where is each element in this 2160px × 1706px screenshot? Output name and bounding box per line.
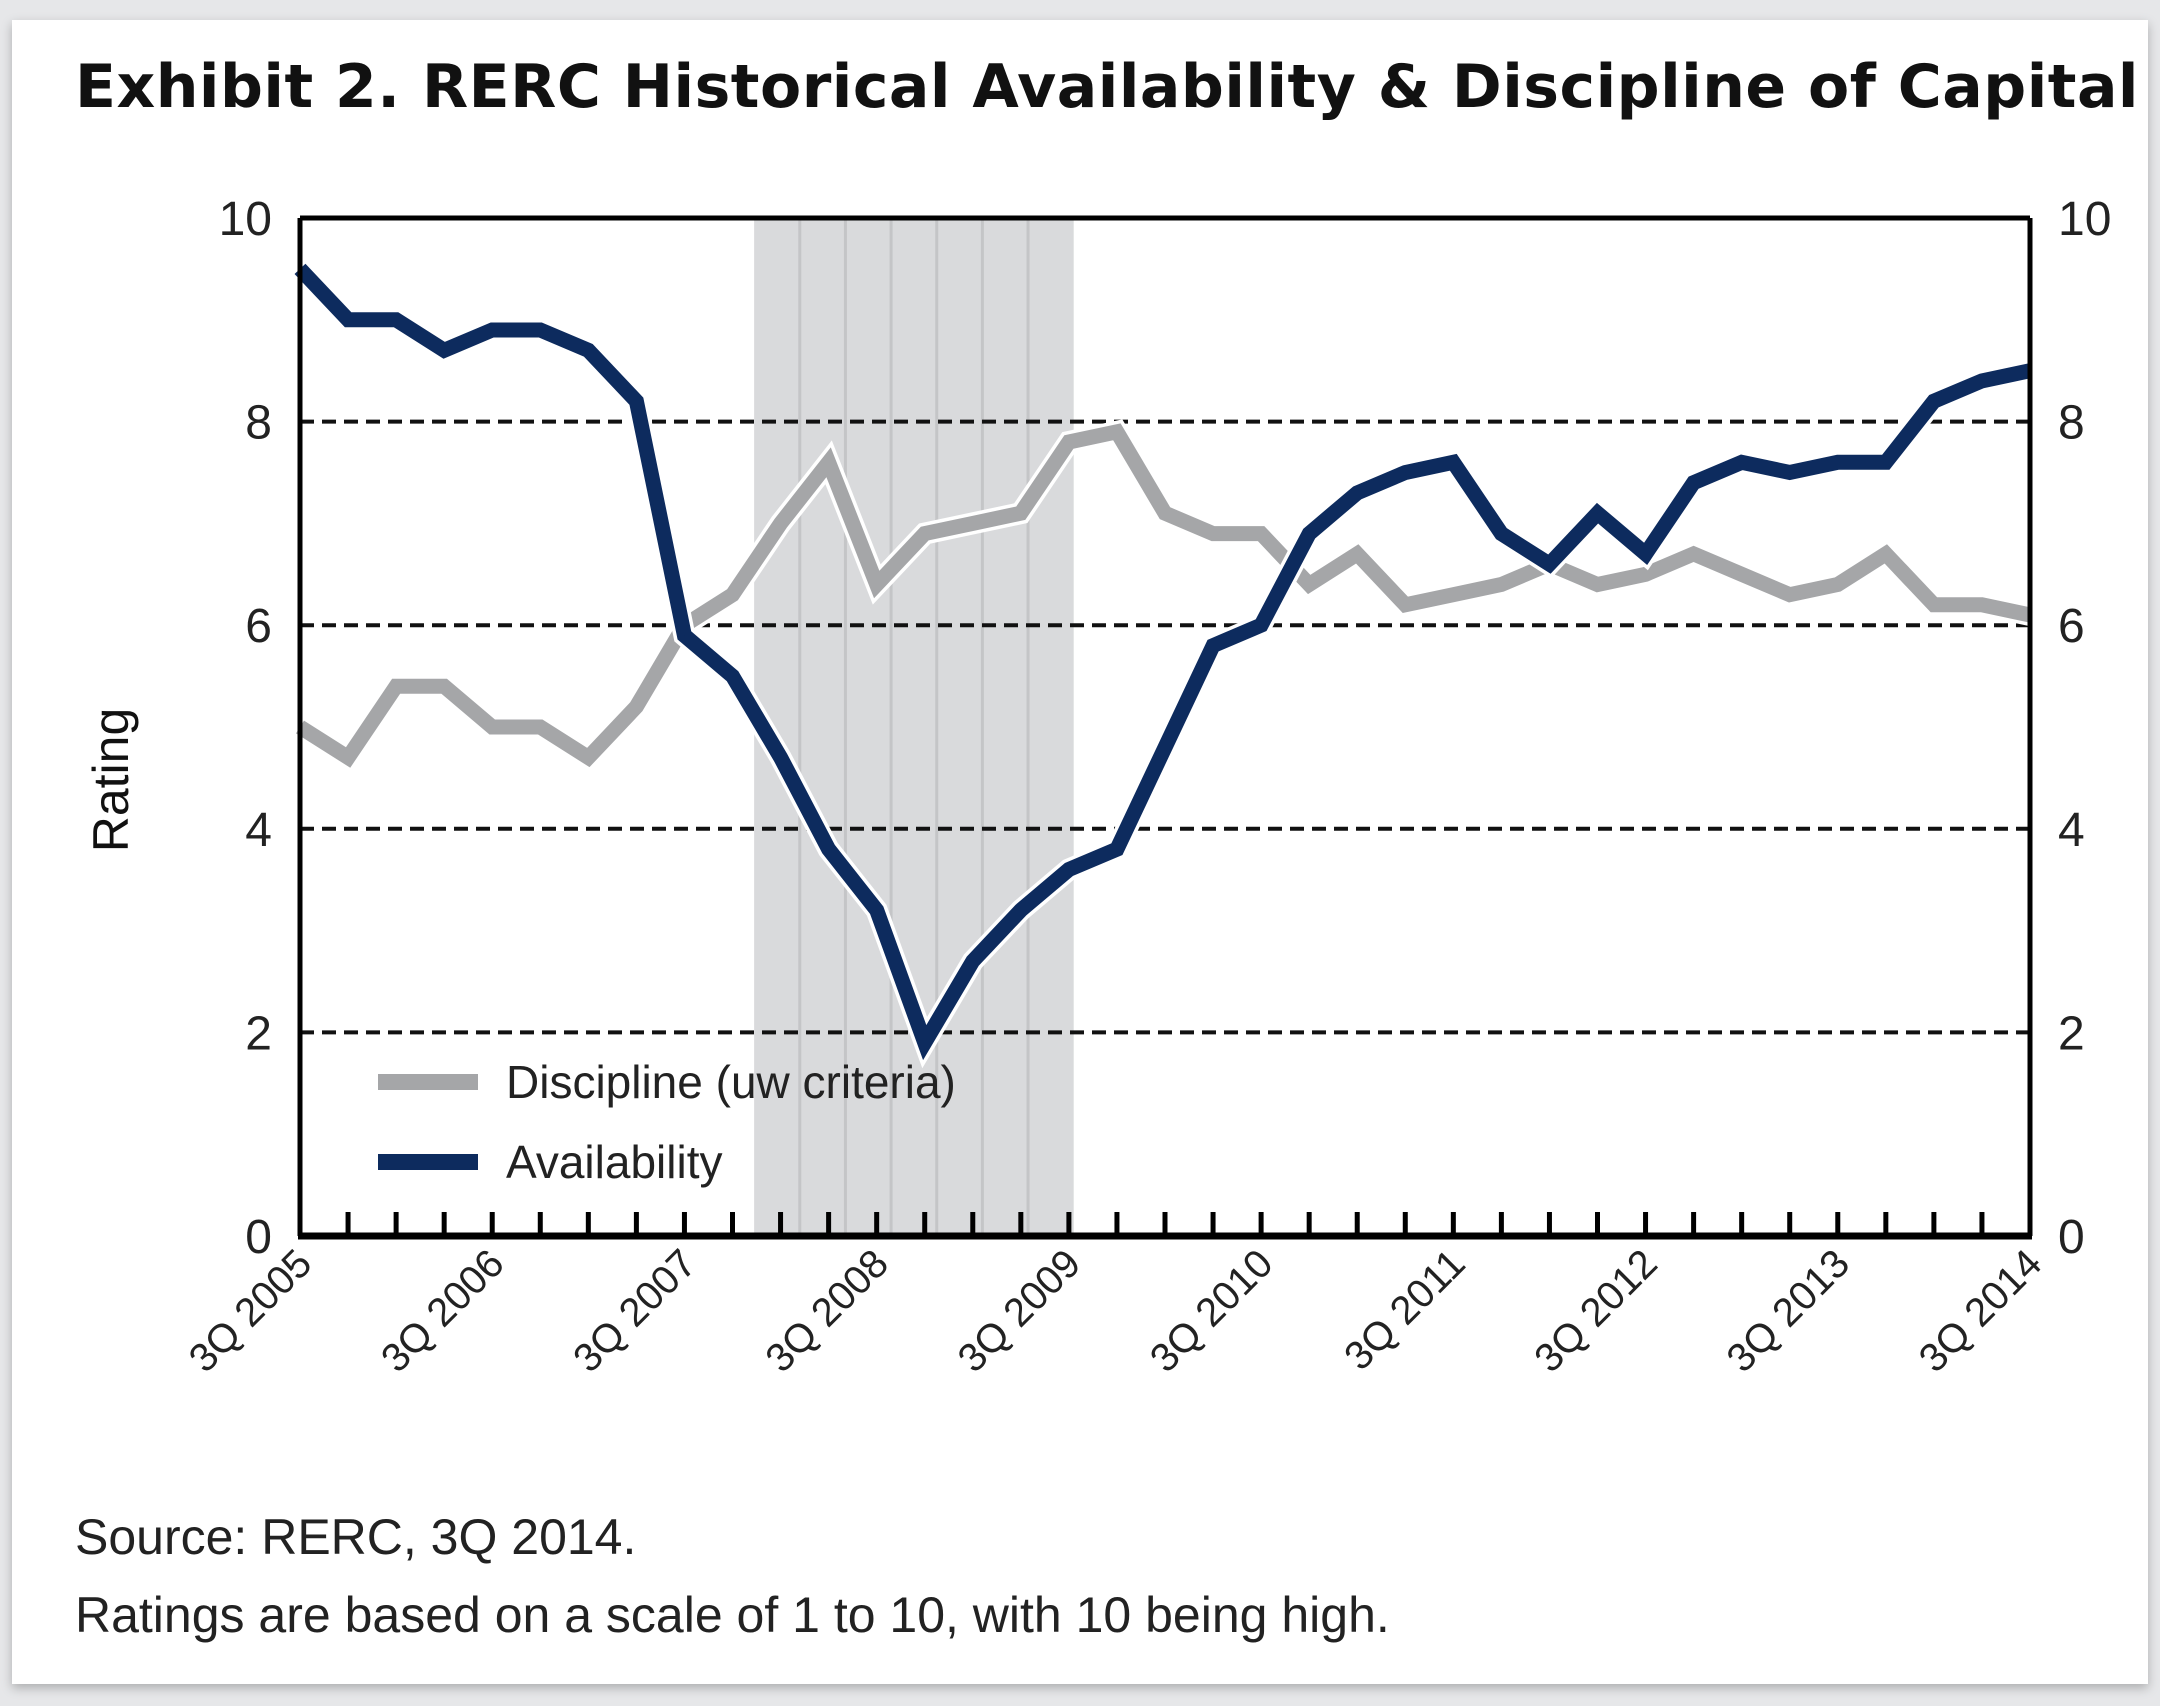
source-note: Source: RERC, 3Q 2014. — [75, 1509, 637, 1565]
x-tick-label: 3Q 2012 — [1526, 1241, 1666, 1381]
y-tick-label-right: 8 — [2058, 397, 2085, 450]
shaded-band — [754, 218, 1074, 1236]
series-halo-1 — [292, 261, 2033, 1069]
y-tick-label-left: 2 — [245, 1007, 272, 1060]
y-tick-label-left: 10 — [219, 193, 272, 246]
y-axis-title: Rating — [83, 708, 139, 853]
x-tick-label: 3Q 2007 — [565, 1241, 705, 1381]
y-tick-label-left: 8 — [245, 397, 272, 450]
y-tick-label-right: 10 — [2058, 193, 2111, 246]
scale-note: Ratings are based on a scale of 1 to 10,… — [75, 1587, 1390, 1643]
y-tick-label-right: 4 — [2058, 804, 2085, 857]
axes — [297, 215, 2033, 1240]
y-tick-label-right: 6 — [2058, 600, 2085, 653]
x-tick-label: 3Q 2009 — [950, 1241, 1090, 1381]
chart-title: Exhibit 2. RERC Historical Availability … — [75, 52, 2139, 122]
x-tick-label: 3Q 2014 — [1911, 1241, 2051, 1381]
legend: Discipline (uw criteria) Availability — [378, 1056, 956, 1188]
x-tick-label: 3Q 2008 — [757, 1241, 897, 1381]
recession-shading — [754, 218, 1074, 1236]
legend-label-availability: Availability — [506, 1136, 722, 1188]
x-tick-label: 3Q 2013 — [1719, 1241, 1859, 1381]
x-tick-label: 3Q 2006 — [373, 1241, 513, 1381]
x-tick-labels: 3Q 2005 3Q 2006 3Q 2007 3Q 2008 3Q 2009 3Q 20… — [181, 1241, 2051, 1381]
gridlines — [300, 419, 2030, 1035]
series-lines — [292, 261, 2033, 1069]
y-tick-label-left: 6 — [245, 600, 272, 653]
x-tick-label: 3Q 2011 — [1336, 1241, 1474, 1379]
availability-line — [294, 263, 2032, 1061]
y-tick-labels: 0 2 4 6 8 10 0 2 4 6 8 10 — [219, 193, 2112, 1264]
x-tick-label: 3Q 2010 — [1142, 1241, 1282, 1381]
discipline-line — [295, 423, 2032, 768]
chart-card — [12, 20, 2148, 1684]
y-tick-label-left: 4 — [245, 804, 272, 857]
y-tick-label-right: 2 — [2058, 1007, 2085, 1060]
legend-label-discipline: Discipline (uw criteria) — [506, 1056, 956, 1108]
y-tick-label-left: 0 — [245, 1211, 272, 1264]
y-tick-label-right: 0 — [2058, 1211, 2085, 1264]
